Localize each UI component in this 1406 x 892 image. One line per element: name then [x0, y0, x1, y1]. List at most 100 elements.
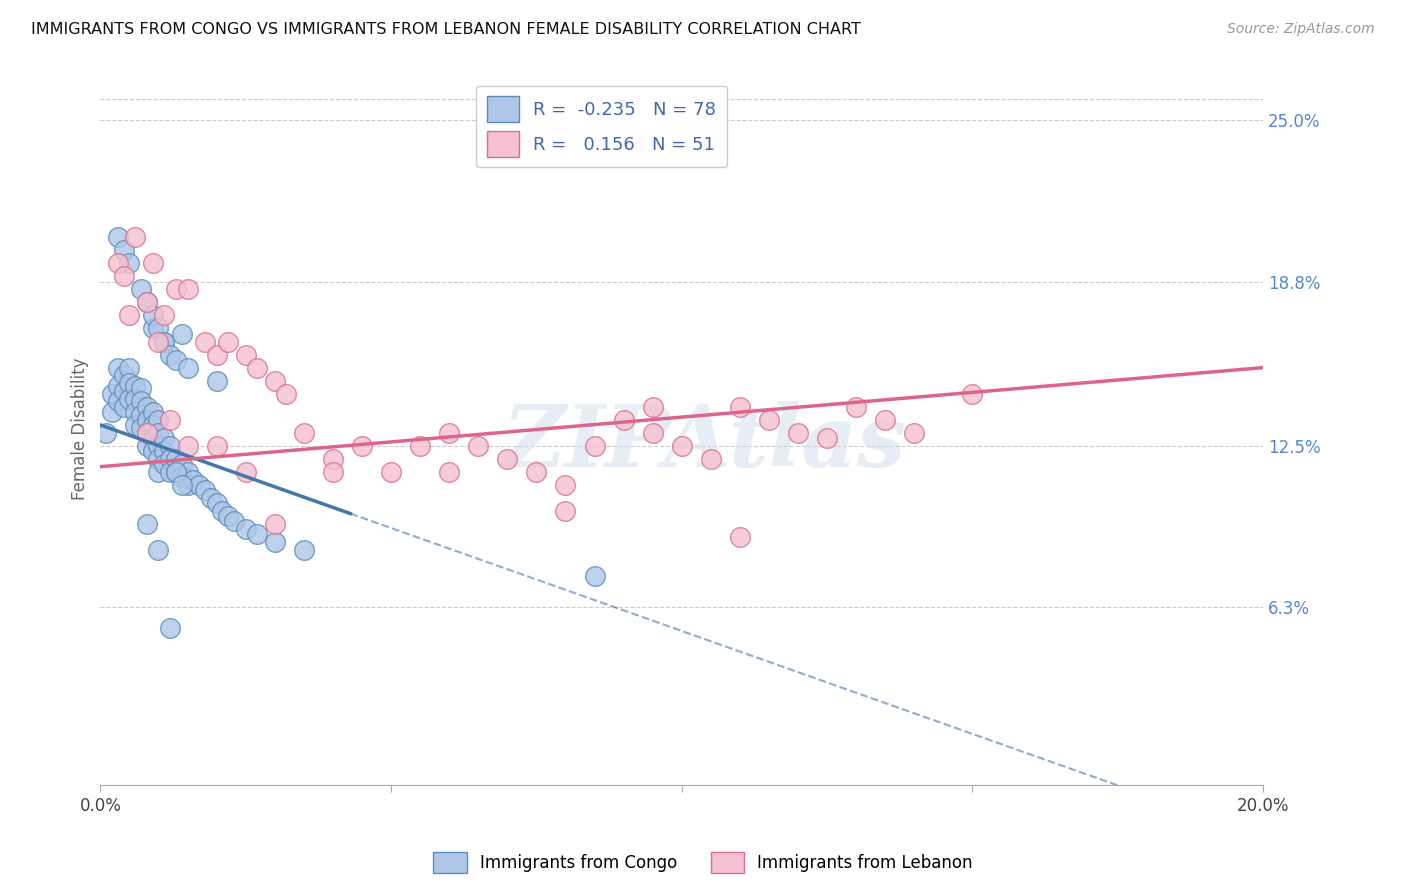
Point	[148, 334, 170, 349]
Point	[205, 347, 228, 361]
Point	[176, 439, 198, 453]
Point	[176, 360, 198, 375]
Point	[148, 465, 170, 479]
Point	[211, 504, 233, 518]
Point	[437, 465, 460, 479]
Point	[129, 408, 152, 422]
Point	[112, 384, 135, 398]
Point	[380, 465, 402, 479]
Point	[135, 413, 157, 427]
Point	[554, 478, 576, 492]
Point	[153, 431, 176, 445]
Point	[148, 451, 170, 466]
Point	[96, 425, 118, 440]
Point	[671, 439, 693, 453]
Point	[263, 516, 285, 531]
Point	[165, 282, 187, 296]
Point	[700, 451, 723, 466]
Y-axis label: Female Disability: Female Disability	[72, 358, 89, 500]
Point	[222, 515, 245, 529]
Point	[758, 413, 780, 427]
Point	[135, 516, 157, 531]
Point	[107, 360, 129, 375]
Point	[845, 400, 868, 414]
Legend: R =  -0.235   N = 78, R =   0.156   N = 51: R = -0.235 N = 78, R = 0.156 N = 51	[475, 86, 727, 168]
Point	[641, 400, 664, 414]
Point	[583, 569, 606, 583]
Point	[875, 413, 897, 427]
Point	[194, 483, 217, 497]
Point	[118, 376, 141, 391]
Point	[903, 425, 925, 440]
Point	[129, 420, 152, 434]
Point	[101, 386, 124, 401]
Point	[135, 425, 157, 440]
Point	[263, 374, 285, 388]
Point	[728, 400, 751, 414]
Point	[135, 425, 157, 440]
Point	[188, 478, 211, 492]
Point	[176, 465, 198, 479]
Point	[124, 379, 146, 393]
Point	[165, 465, 187, 479]
Point	[118, 309, 141, 323]
Point	[148, 425, 170, 440]
Point	[350, 439, 373, 453]
Point	[176, 282, 198, 296]
Point	[641, 425, 664, 440]
Point	[112, 269, 135, 284]
Point	[142, 444, 165, 458]
Point	[322, 451, 344, 466]
Point	[165, 451, 187, 466]
Point	[322, 465, 344, 479]
Point	[246, 360, 269, 375]
Point	[118, 360, 141, 375]
Point	[112, 244, 135, 258]
Point	[142, 321, 165, 335]
Point	[107, 394, 129, 409]
Point	[962, 386, 984, 401]
Point	[165, 465, 187, 479]
Point	[176, 478, 198, 492]
Point	[170, 457, 193, 471]
Point	[142, 309, 165, 323]
Point	[583, 439, 606, 453]
Point	[200, 491, 222, 505]
Point	[107, 256, 129, 270]
Point	[496, 451, 519, 466]
Point	[148, 439, 170, 453]
Point	[148, 543, 170, 558]
Point	[142, 405, 165, 419]
Point	[129, 394, 152, 409]
Point	[194, 334, 217, 349]
Point	[165, 352, 187, 367]
Point	[159, 465, 181, 479]
Point	[142, 417, 165, 432]
Legend: Immigrants from Congo, Immigrants from Lebanon: Immigrants from Congo, Immigrants from L…	[426, 846, 980, 880]
Point	[159, 439, 181, 453]
Point	[728, 530, 751, 544]
Point	[112, 400, 135, 414]
Point	[118, 256, 141, 270]
Point	[787, 425, 810, 440]
Point	[815, 431, 838, 445]
Point	[205, 374, 228, 388]
Point	[159, 621, 181, 635]
Point	[142, 431, 165, 445]
Point	[183, 473, 205, 487]
Point	[217, 334, 239, 349]
Point	[170, 470, 193, 484]
Point	[112, 368, 135, 383]
Point	[263, 535, 285, 549]
Point	[205, 496, 228, 510]
Point	[135, 295, 157, 310]
Point	[135, 295, 157, 310]
Point	[246, 527, 269, 541]
Point	[148, 321, 170, 335]
Point	[276, 386, 298, 401]
Text: IMMIGRANTS FROM CONGO VS IMMIGRANTS FROM LEBANON FEMALE DISABILITY CORRELATION C: IMMIGRANTS FROM CONGO VS IMMIGRANTS FROM…	[31, 22, 860, 37]
Point	[159, 451, 181, 466]
Point	[409, 439, 432, 453]
Point	[554, 504, 576, 518]
Point	[124, 417, 146, 432]
